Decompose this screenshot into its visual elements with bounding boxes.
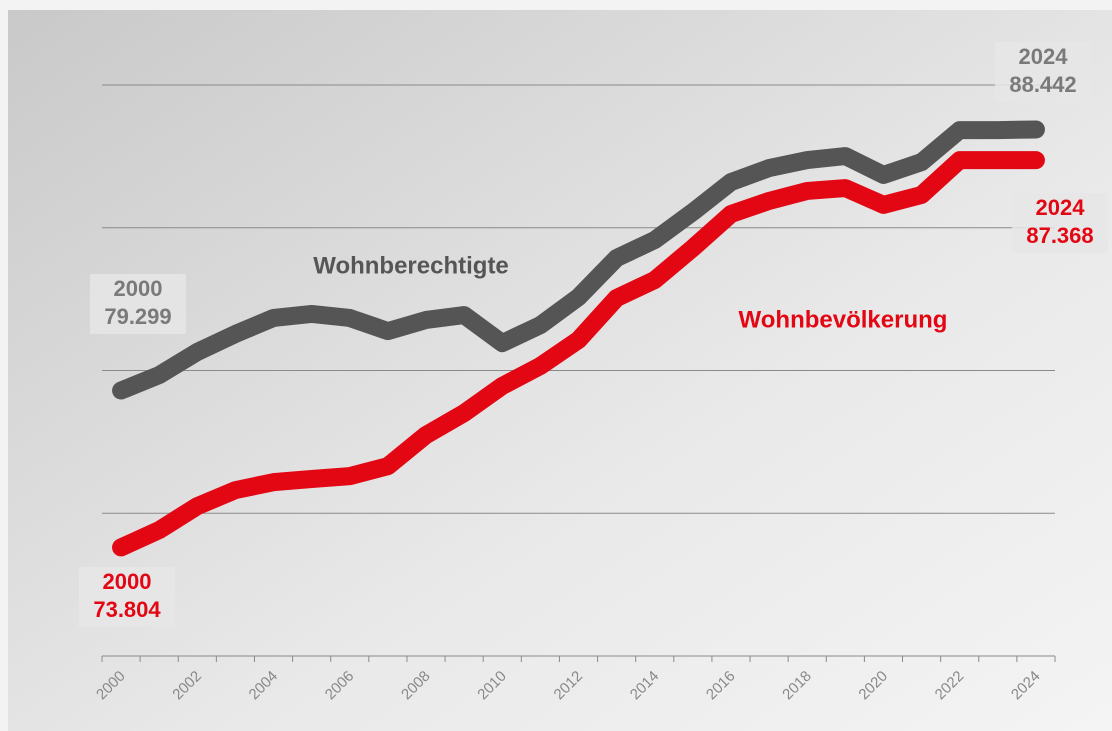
series-line bbox=[112, 151, 1045, 557]
series-line bbox=[112, 120, 1045, 400]
annotation-box bbox=[90, 274, 186, 334]
annotation-value: 87.368 bbox=[1026, 223, 1093, 248]
annotation-value: 88.442 bbox=[1009, 72, 1076, 97]
annotation-value: 79.299 bbox=[104, 304, 171, 329]
annotation-year: 2024 bbox=[1019, 44, 1069, 69]
annotation-box bbox=[1012, 193, 1108, 253]
annotation-box bbox=[79, 567, 175, 627]
annotation-year: 2000 bbox=[103, 569, 152, 594]
annotation-year: 2000 bbox=[114, 276, 163, 301]
series-label: Wohnbevölkerung bbox=[739, 306, 948, 333]
annotation-box bbox=[995, 42, 1091, 102]
series-label: Wohnberechtigte bbox=[313, 252, 509, 279]
annotation-value: 73.804 bbox=[93, 597, 161, 622]
annotation-year: 2024 bbox=[1036, 195, 1086, 220]
